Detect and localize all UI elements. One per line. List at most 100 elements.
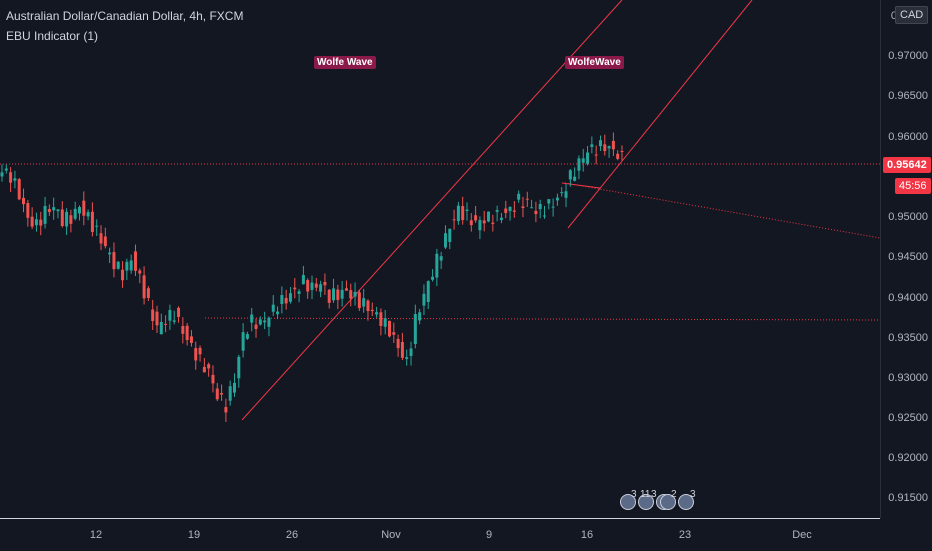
countdown-tag: 45:56	[895, 178, 931, 194]
candle-body	[129, 260, 133, 271]
candle-body	[224, 407, 228, 413]
candle-body	[125, 261, 129, 271]
candle-body	[375, 312, 379, 315]
indicator-label[interactable]: EBU Indicator (1)	[6, 29, 99, 43]
candle-body	[482, 220, 486, 224]
candle-body	[504, 208, 508, 213]
candle-body	[155, 311, 159, 326]
event-count: 11	[640, 489, 651, 500]
candle-body	[228, 386, 232, 401]
candle-body	[65, 211, 69, 227]
candle-body	[448, 228, 452, 242]
candle-body	[56, 209, 60, 212]
candle-body	[396, 338, 400, 349]
candle-body	[332, 288, 336, 301]
trendline-lower[interactable]	[241, 0, 623, 421]
candle-body	[207, 364, 211, 369]
event-flag-icon[interactable]	[678, 494, 694, 510]
candle-body	[431, 276, 435, 280]
candle-body	[366, 300, 370, 312]
candle-body	[250, 314, 254, 323]
candle-body	[611, 140, 615, 150]
event-count: 2	[671, 489, 677, 500]
candle-body	[598, 140, 602, 147]
price-label: 0.94500	[888, 251, 928, 263]
event-count: 3	[651, 489, 657, 500]
candle-body	[194, 348, 198, 361]
candle-body	[495, 210, 499, 212]
time-axis[interactable]: 12 19 26 Nov 9 16 23 Dec	[0, 518, 880, 551]
candle-body	[112, 252, 116, 270]
candle-body	[22, 197, 26, 205]
price-axis[interactable]: 0 CAD 0.97000 0.96500 0.96000 0.95000 0.…	[880, 0, 932, 518]
candle-body	[491, 222, 495, 224]
wolfe-wave-label-right[interactable]: WolfeWave	[565, 56, 624, 69]
candle-body	[189, 336, 193, 343]
candle-body	[512, 210, 516, 212]
candle-body	[90, 211, 94, 232]
candle-body	[34, 219, 38, 226]
currency-button[interactable]: CAD	[895, 6, 929, 24]
candle-body	[314, 283, 318, 288]
candle-body	[164, 323, 168, 325]
event-flag-icon[interactable]	[660, 494, 676, 510]
price-label: 0.94000	[888, 292, 928, 304]
candle-body	[581, 158, 585, 163]
candle-body	[538, 204, 542, 210]
candle-body	[478, 220, 482, 231]
candle-body	[198, 347, 202, 355]
price-label: 0.91500	[888, 492, 928, 504]
candle-body	[220, 393, 224, 395]
candle-body	[267, 317, 271, 327]
candle-body	[69, 215, 73, 224]
candle-body	[263, 320, 267, 323]
price-label-partial: 0	[890, 10, 897, 22]
candle-body	[594, 154, 598, 156]
candle-body	[362, 298, 366, 307]
candle-body	[108, 252, 112, 255]
candle-body	[344, 288, 348, 291]
candle-body	[271, 304, 275, 312]
candle-body	[383, 318, 387, 327]
candle-body	[551, 206, 555, 208]
time-label: 23	[678, 529, 692, 541]
candle-body	[52, 207, 56, 211]
candle-body	[422, 293, 426, 306]
candle-body	[357, 292, 361, 309]
symbol-title[interactable]: Australian Dollar/Canadian Dollar, 4h, F…	[6, 9, 244, 23]
candle-body	[323, 281, 327, 286]
candle-body	[564, 191, 568, 198]
price-label: 0.93500	[888, 332, 928, 344]
candle-body	[26, 203, 30, 218]
candle-body	[555, 197, 559, 201]
candle-body	[517, 193, 521, 200]
trendline-upper[interactable]	[567, 0, 753, 229]
candle-body	[151, 309, 155, 321]
wolfe-target-line[interactable]	[564, 182, 880, 239]
candle-body	[530, 207, 534, 209]
candle-body	[47, 208, 51, 213]
wolfe-segment[interactable]	[561, 182, 601, 189]
candle-body	[534, 210, 538, 215]
candle-body	[280, 295, 284, 304]
candle-body	[499, 217, 503, 221]
price-label: 0.92500	[888, 412, 928, 424]
event-flag-icon[interactable]	[638, 494, 654, 510]
candle-body	[521, 206, 525, 208]
candle-body	[288, 293, 292, 302]
price-label: 0.96000	[888, 131, 928, 143]
candle-body	[465, 209, 469, 211]
candle-body	[543, 215, 546, 217]
candle-body	[405, 357, 409, 359]
candles-group	[0, 132, 624, 423]
candle-body	[146, 288, 150, 298]
support-level-line[interactable]	[204, 317, 880, 321]
candle-body	[73, 208, 77, 219]
candle-body	[30, 216, 34, 227]
chart-plot-area[interactable]: Australian Dollar/Canadian Dollar, 4h, F…	[0, 0, 880, 518]
candlestick-chart[interactable]	[0, 0, 880, 518]
event-count: 3	[631, 489, 637, 500]
candle-body	[525, 198, 529, 200]
event-flag-icon[interactable]	[620, 494, 636, 510]
wolfe-wave-label-left[interactable]: Wolfe Wave	[314, 56, 376, 69]
